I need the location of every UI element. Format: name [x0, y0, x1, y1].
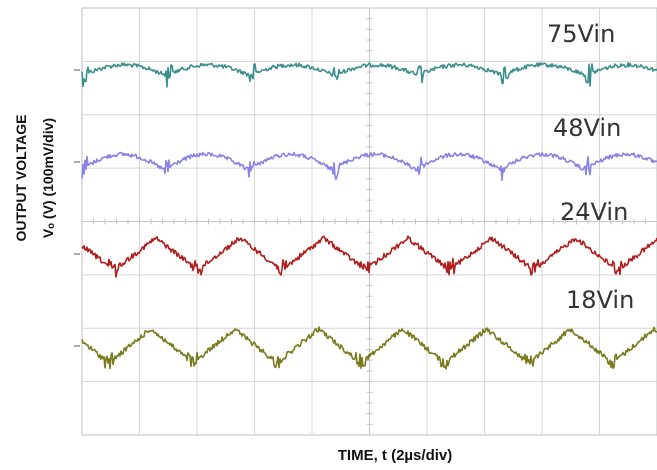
trace-48Vin: [81, 151, 657, 181]
y-axis-label-line2: Vₒ (V) (100mV/div): [40, 117, 56, 239]
trace-label-48Vin: 48Vin: [553, 114, 621, 142]
plot-grid: [81, 7, 657, 436]
trace-24Vin: [81, 235, 657, 278]
trace-75Vin: [81, 62, 657, 88]
y-axis-label-line1: OUTPUT VOLTAGE: [13, 114, 29, 242]
trace-18Vin: [81, 326, 657, 370]
x-axis-label: TIME, t (2µs/div): [337, 447, 453, 464]
traces: [74, 62, 657, 370]
trace-label-18Vin: 18Vin: [566, 286, 634, 314]
trace-labels: 75Vin 48Vin 24Vin 18Vin: [547, 20, 634, 314]
trace-label-24Vin: 24Vin: [560, 198, 628, 226]
trace-label-75Vin: 75Vin: [547, 20, 615, 48]
